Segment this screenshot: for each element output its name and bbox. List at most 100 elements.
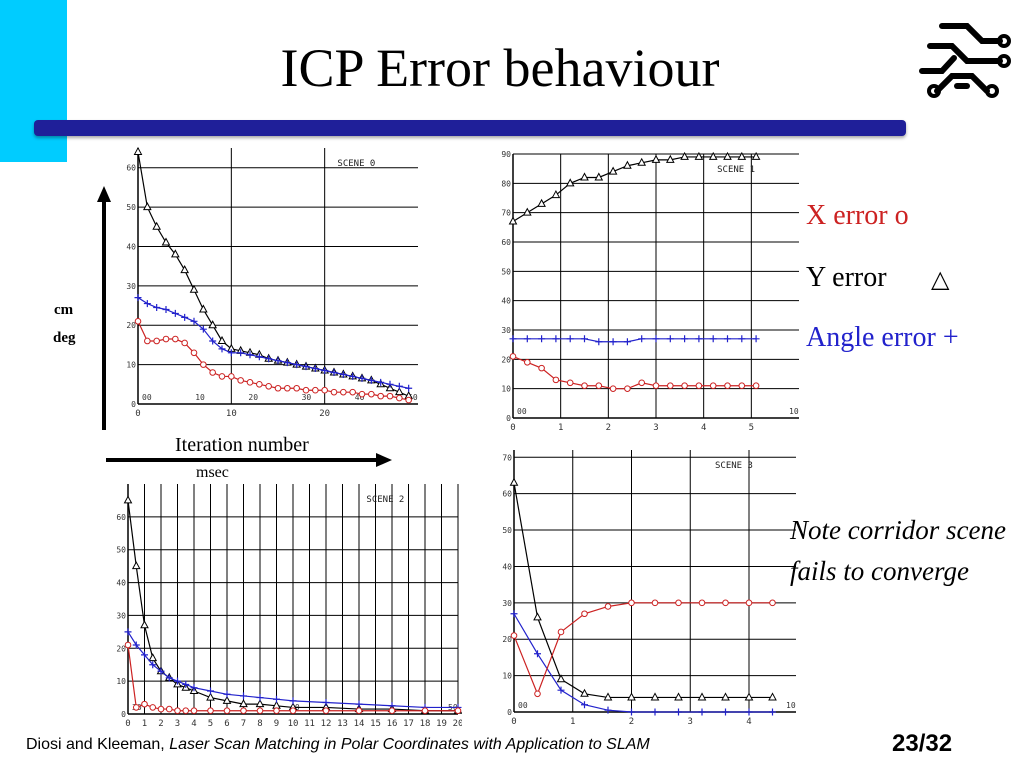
data-point-plus bbox=[358, 374, 366, 382]
x-tick-label: 0 bbox=[510, 423, 515, 433]
data-point-circle bbox=[165, 705, 173, 713]
chart-title: SCENE 2 bbox=[366, 495, 404, 505]
x-tick-label: 20 bbox=[319, 409, 330, 419]
inner-tick-label: 00 bbox=[518, 701, 528, 710]
x-tick-label: 10 bbox=[226, 409, 237, 419]
data-point-plus bbox=[162, 305, 170, 313]
data-point-circle bbox=[745, 599, 753, 607]
y-tick-label: 70 bbox=[502, 453, 512, 462]
inner-tick-label: 10 bbox=[786, 701, 796, 710]
data-point-circle bbox=[638, 379, 645, 387]
y-tick-label: 0 bbox=[507, 708, 512, 717]
x-tick-label: 9 bbox=[274, 719, 279, 729]
data-point-plus bbox=[190, 684, 198, 692]
data-point-triangle bbox=[509, 477, 519, 486]
y-tick-label: 90 bbox=[501, 150, 511, 159]
data-point-plus bbox=[240, 692, 247, 700]
data-point-circle bbox=[149, 704, 157, 711]
data-point-circle bbox=[509, 353, 517, 360]
series-line-plus bbox=[137, 297, 409, 389]
footer-work-title: Laser Scan Matching in Polar Coordinates… bbox=[169, 736, 650, 753]
data-point-triangle bbox=[508, 216, 518, 225]
data-point-circle bbox=[153, 337, 160, 345]
data-point-circle bbox=[209, 369, 216, 376]
series-plus bbox=[510, 610, 776, 716]
data-point-triangle bbox=[637, 157, 647, 166]
data-point-circle bbox=[174, 707, 181, 715]
series-line-plus bbox=[127, 631, 458, 709]
data-point-plus bbox=[265, 355, 273, 363]
inner-tick-label: 10 bbox=[195, 393, 205, 402]
data-point-circle bbox=[312, 386, 319, 394]
x-tick-label: 12 bbox=[321, 719, 332, 729]
data-point-triangle bbox=[651, 154, 661, 163]
data-point-circle bbox=[524, 358, 531, 366]
data-point-plus bbox=[349, 372, 357, 380]
x-tick-label: 17 bbox=[403, 719, 414, 729]
data-point-circle bbox=[609, 385, 617, 392]
data-point-triangle bbox=[239, 699, 248, 708]
y-tick-label: 0 bbox=[121, 710, 126, 719]
x-tick-label: 19 bbox=[436, 719, 447, 729]
data-point-plus bbox=[293, 361, 301, 369]
x-tick-label: 10 bbox=[288, 719, 299, 729]
y-tick-label: 30 bbox=[501, 326, 511, 335]
data-point-plus bbox=[273, 695, 280, 703]
data-point-plus bbox=[141, 651, 148, 659]
data-point-plus bbox=[738, 335, 746, 343]
y-tick-label: 20 bbox=[502, 635, 512, 644]
x-tick-label: 0 bbox=[135, 409, 140, 419]
series-line-circle bbox=[512, 355, 757, 390]
data-point-triangle bbox=[744, 692, 754, 701]
y-tick-label: 70 bbox=[501, 209, 511, 218]
x-tick-label: 1 bbox=[142, 719, 147, 729]
data-point-plus bbox=[724, 335, 731, 343]
data-point-plus bbox=[509, 335, 517, 343]
data-point-circle bbox=[698, 599, 706, 607]
series-line-circle bbox=[513, 602, 773, 696]
data-point-circle bbox=[223, 707, 231, 715]
data-point-plus bbox=[256, 694, 264, 702]
y-tick-label: 60 bbox=[502, 490, 512, 499]
data-point-plus bbox=[652, 335, 660, 343]
data-point-circle bbox=[355, 707, 363, 715]
data-point-circle bbox=[377, 392, 384, 400]
data-point-circle bbox=[273, 707, 280, 715]
data-point-circle bbox=[321, 386, 328, 394]
data-point-plus bbox=[722, 708, 729, 716]
inner-tick-label: 50 bbox=[408, 393, 418, 402]
data-point-circle bbox=[396, 394, 403, 402]
data-point-circle bbox=[454, 707, 462, 715]
data-point-triangle bbox=[198, 304, 208, 313]
data-point-circle bbox=[228, 373, 235, 380]
x-axis-label: Iteration number bbox=[175, 434, 309, 456]
data-point-triangle bbox=[694, 151, 704, 160]
data-point-circle bbox=[681, 382, 688, 390]
data-point-circle bbox=[157, 705, 165, 713]
data-point-circle bbox=[330, 388, 338, 396]
data-point-plus bbox=[523, 335, 531, 343]
data-point-plus bbox=[274, 357, 282, 365]
data-point-circle bbox=[595, 382, 603, 390]
data-point-triangle bbox=[768, 692, 777, 701]
data-point-plus bbox=[534, 650, 541, 658]
data-point-triangle bbox=[255, 699, 265, 708]
data-point-plus bbox=[769, 708, 776, 716]
x-tick-label: 20 bbox=[453, 719, 462, 729]
y-tick-label: 20 bbox=[116, 644, 126, 653]
data-point-circle bbox=[405, 396, 412, 404]
data-point-plus bbox=[651, 708, 659, 716]
data-point-triangle bbox=[580, 172, 589, 181]
data-point-triangle bbox=[522, 207, 532, 216]
data-point-plus bbox=[557, 686, 565, 694]
data-point-circle bbox=[200, 361, 207, 368]
data-point-plus bbox=[165, 674, 173, 682]
accent-block bbox=[0, 0, 67, 162]
y-tick-label: 30 bbox=[126, 282, 136, 291]
data-point-circle bbox=[274, 384, 282, 392]
data-point-plus bbox=[552, 335, 560, 343]
data-point-circle bbox=[302, 386, 310, 394]
data-point-plus bbox=[132, 641, 140, 649]
x-tick-label: 7 bbox=[241, 719, 246, 729]
data-point-plus bbox=[134, 294, 142, 302]
